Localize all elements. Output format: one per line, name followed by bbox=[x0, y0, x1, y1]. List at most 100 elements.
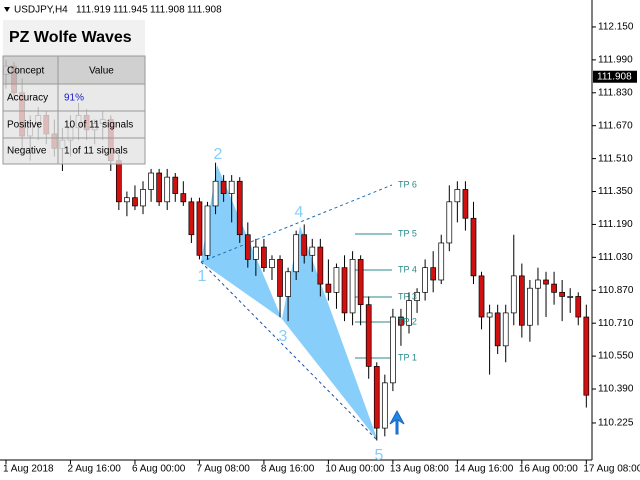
candle-body bbox=[559, 291, 565, 297]
symbol: USDJPY,H4 bbox=[14, 5, 68, 16]
target-label: TP 4 bbox=[398, 264, 417, 274]
panel-title: PZ Wolfe Waves bbox=[9, 29, 132, 46]
y-tick-label: 110.710 bbox=[598, 318, 634, 329]
target-label: TP 3 bbox=[398, 291, 417, 301]
candle-body bbox=[446, 201, 453, 244]
candle-body bbox=[293, 234, 300, 273]
panel-cell: Positive bbox=[7, 120, 42, 131]
panel-header-bg bbox=[2, 55, 146, 85]
candle-body bbox=[357, 259, 364, 306]
wave-triangle bbox=[201, 165, 282, 319]
candle-body bbox=[454, 189, 461, 203]
panel-cell: Accuracy bbox=[7, 93, 48, 104]
candle-body bbox=[438, 242, 445, 281]
candle-body bbox=[317, 246, 324, 285]
candle-body bbox=[148, 172, 154, 190]
candle-body bbox=[253, 246, 259, 260]
y-tick-label: 111.510 bbox=[598, 153, 633, 164]
candle-body bbox=[543, 279, 549, 285]
panel-cell: Negative bbox=[7, 146, 47, 157]
x-tick-label: 10 Aug 00:00 bbox=[325, 464, 384, 475]
candle-body bbox=[325, 283, 332, 293]
candle-body bbox=[502, 312, 509, 347]
wave-point-label: 2 bbox=[214, 146, 223, 163]
candle-body bbox=[381, 382, 388, 429]
x-tick-label: 6 Aug 00:00 bbox=[132, 464, 186, 475]
candle-body bbox=[301, 234, 308, 256]
panel-column: Value bbox=[89, 66, 114, 77]
panel-cell: 91% bbox=[64, 93, 84, 104]
candle-body bbox=[349, 259, 356, 314]
y-tick-label: 110.870 bbox=[598, 285, 634, 296]
candle-body bbox=[486, 312, 493, 318]
wave-triangle bbox=[282, 226, 378, 441]
wave-point-label: 1 bbox=[198, 268, 207, 285]
candle-body bbox=[220, 180, 227, 194]
x-tick-label: 17 Aug 08:00 bbox=[583, 464, 640, 475]
candle-body bbox=[269, 259, 275, 268]
quote-close: 111.908 bbox=[187, 5, 222, 16]
y-tick-label: 110.390 bbox=[598, 384, 634, 395]
candle-body bbox=[164, 176, 171, 203]
candle-body bbox=[390, 316, 396, 384]
panel-title-bg bbox=[3, 20, 145, 56]
candle-body bbox=[398, 316, 404, 326]
candle-body bbox=[462, 189, 469, 219]
x-tick-label: 14 Aug 16:00 bbox=[454, 464, 513, 475]
candle-body bbox=[309, 246, 316, 256]
candle-body bbox=[535, 279, 541, 289]
candle-body bbox=[285, 271, 291, 297]
y-tick-label: 111.830 bbox=[598, 87, 633, 98]
candle-body bbox=[365, 304, 372, 367]
candle-body bbox=[228, 180, 235, 194]
last-price-tag bbox=[593, 70, 637, 83]
candle-body bbox=[527, 287, 533, 326]
candle-body bbox=[583, 316, 590, 396]
header: USDJPY,H4 111.919 111.945 111.908 111.90… bbox=[4, 5, 222, 16]
wave-point-label: 4 bbox=[295, 204, 304, 221]
candle-body bbox=[277, 259, 283, 297]
target-label: TP 6 bbox=[398, 179, 417, 189]
candle-body bbox=[115, 160, 122, 203]
x-tick-label: 7 Aug 08:00 bbox=[196, 464, 250, 475]
dropdown-icon bbox=[4, 7, 10, 12]
candle-body bbox=[551, 283, 557, 293]
panel-cell: 10 of 11 signals bbox=[64, 120, 133, 131]
wave-line-1-4 bbox=[200, 184, 393, 263]
wave-point-label: 3 bbox=[279, 328, 288, 345]
candle-body bbox=[333, 267, 340, 293]
wave-point-label: 5 bbox=[375, 447, 384, 464]
x-tick-label: 8 Aug 16:00 bbox=[261, 464, 315, 475]
candle-body bbox=[212, 180, 219, 207]
candle-body bbox=[124, 197, 130, 203]
last-price-label: 111.908 bbox=[597, 71, 632, 82]
panel-column: Concept bbox=[7, 66, 44, 77]
y-tick-label: 111.350 bbox=[598, 186, 633, 197]
candle-body bbox=[196, 201, 203, 256]
candle-body bbox=[204, 205, 211, 256]
candle-body bbox=[430, 267, 437, 281]
candle-body bbox=[422, 267, 428, 293]
candle-body bbox=[478, 275, 485, 318]
candle-body bbox=[510, 275, 517, 314]
x-tick-label: 13 Aug 08:00 bbox=[390, 464, 449, 475]
candle-body bbox=[156, 172, 162, 203]
x-tick-label: 2 Aug 16:00 bbox=[67, 464, 121, 475]
candle-body bbox=[172, 176, 179, 194]
candle-body bbox=[494, 312, 501, 347]
quote-low: 111.908 bbox=[150, 5, 185, 16]
candle-body bbox=[414, 291, 420, 301]
y-tick-label: 110.550 bbox=[598, 351, 634, 362]
target-label: TP 1 bbox=[398, 352, 417, 362]
candle-body bbox=[406, 300, 412, 326]
y-tick-label: 111.030 bbox=[598, 252, 633, 263]
wolfe-wave-area bbox=[200, 165, 393, 442]
candle-body bbox=[244, 234, 251, 260]
candles bbox=[3, 59, 590, 441]
candle-body bbox=[567, 296, 574, 298]
candle-body bbox=[470, 217, 477, 277]
x-tick-label: 1 Aug 2018 bbox=[3, 464, 54, 475]
candle-body bbox=[180, 193, 187, 203]
target-label: TP 5 bbox=[398, 228, 417, 238]
